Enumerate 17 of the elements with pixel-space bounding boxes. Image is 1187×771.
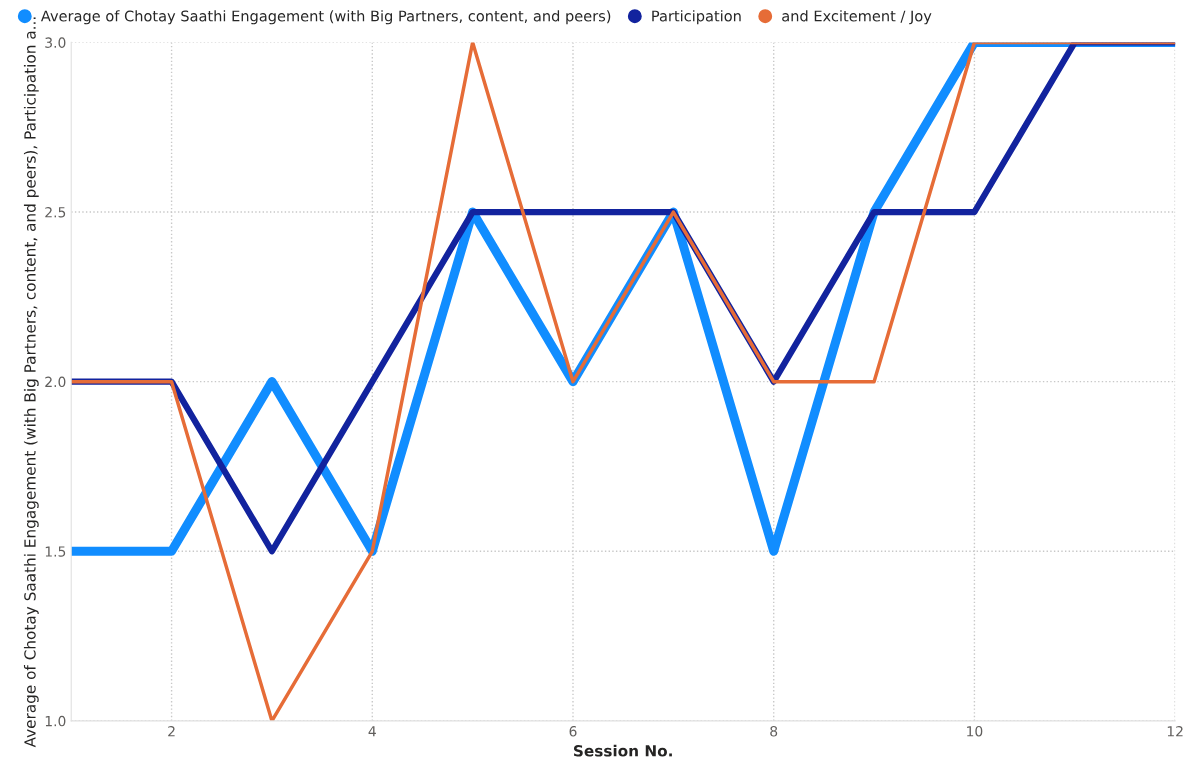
x-tick-label: 12 [1167, 725, 1183, 737]
x-tick-label: 8 [770, 725, 778, 737]
y-tick-label: 2.0 [45, 376, 66, 388]
legend-label: Average of Chotay Saathi Engagement (with Big Partners, content, and peers) [40, 10, 611, 25]
y-axis-title: Average of Chotay Saathi Engagement (with Big Partners, content, and peers), Participation a... [23, 17, 39, 748]
legend-label: and Excitement / Joy [782, 10, 932, 25]
x-tick-label: 4 [368, 726, 376, 737]
x-tick-label: 6 [569, 725, 577, 737]
x-tick-label: 2 [168, 725, 175, 737]
legend-label: Participation [652, 10, 741, 25]
y-tick-label: 1.0 [45, 715, 66, 727]
y-tick-label: 3.0 [45, 37, 66, 48]
y-tick-label: 1.5 [45, 546, 66, 557]
x-tick-label: 10 [967, 725, 983, 737]
x-axis-title: Session No. [573, 744, 672, 757]
line-series [71, 42, 1176, 721]
y-tick-label: 2.5 [45, 206, 66, 218]
